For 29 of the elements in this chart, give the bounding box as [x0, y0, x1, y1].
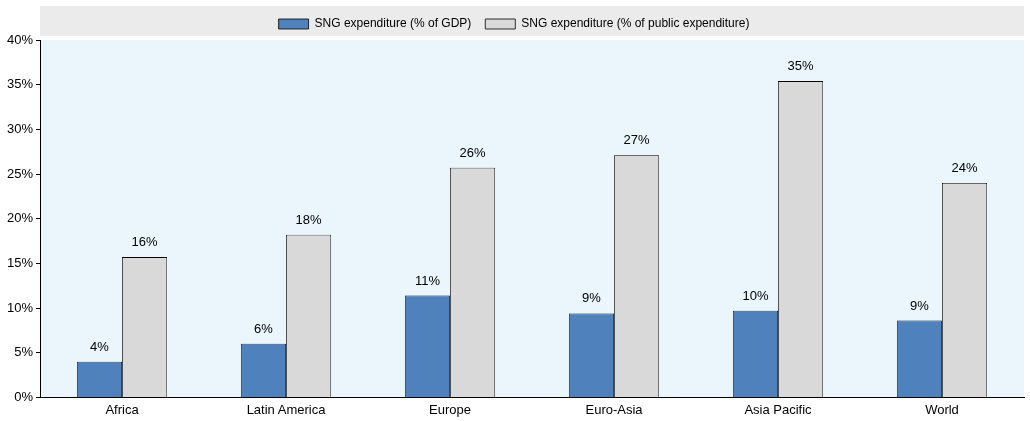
y-tick-label: 10% [6, 299, 34, 315]
data-label: 24% [951, 160, 978, 176]
data-label: 9% [910, 297, 930, 313]
y-tick-label: 25% [6, 165, 34, 181]
data-label: 10% [742, 287, 769, 303]
x-tick-label: Latin America [246, 401, 327, 417]
data-label: 16% [131, 234, 159, 250]
y-tick-label: 20% [6, 210, 34, 226]
data-label: 18% [295, 211, 323, 227]
y-tick-label: 35% [6, 76, 34, 92]
y-tick-label: 40% [6, 31, 34, 47]
y-tick-label: 5% [14, 344, 34, 360]
y-tick-label: 0% [14, 388, 34, 404]
data-label: 4% [90, 338, 110, 354]
x-tick-label: Europe [429, 401, 471, 417]
data-label: 35% [787, 58, 814, 74]
x-tick-label: Asia Pacific [744, 401, 813, 417]
x-tick-label: Africa [105, 401, 140, 417]
data-label: 26% [459, 144, 487, 160]
y-tick-label: 15% [6, 254, 34, 270]
data-label: 6% [254, 320, 274, 336]
data-label: 11% [414, 272, 441, 288]
x-tick-label: World [925, 401, 959, 417]
x-tick-label: Euro-Asia [585, 401, 644, 417]
legend-label: SNG expenditure (% of public expenditure) [521, 16, 750, 31]
y-tick-label: 30% [6, 120, 34, 136]
data-label: 27% [623, 132, 650, 148]
legend-label: SNG expenditure (% of GDP) [314, 16, 472, 31]
data-label: 9% [582, 290, 602, 306]
